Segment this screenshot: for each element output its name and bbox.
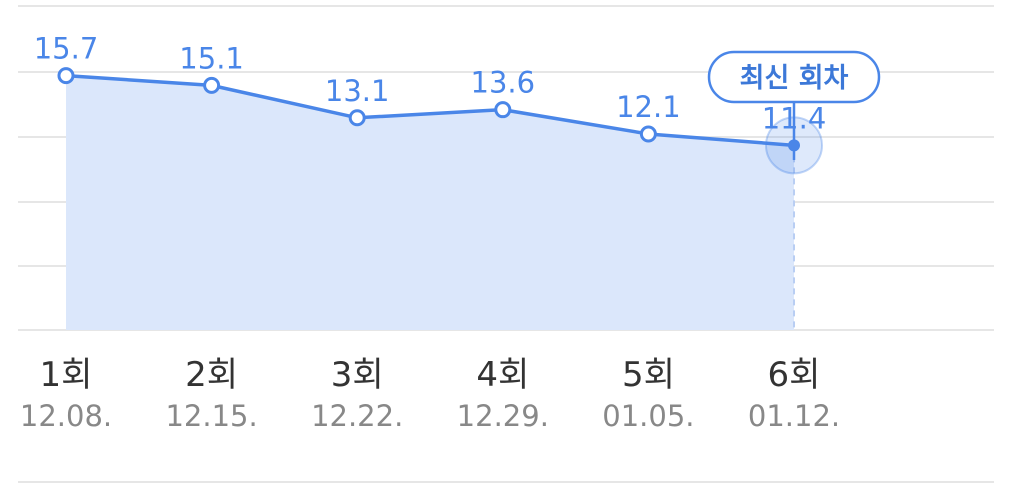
badge-box [707, 50, 881, 104]
x-tick-date: 12.15. [165, 399, 257, 433]
data-point [639, 125, 657, 143]
data-label: 12.1 [616, 90, 681, 124]
x-tick-label: 1회 [40, 355, 93, 395]
x-tick-label: 3회 [331, 355, 384, 395]
x-tick-date: 12.29. [457, 399, 549, 433]
data-label: 13.1 [325, 74, 390, 108]
data-label: 11.4 [762, 101, 827, 135]
data-point [494, 101, 512, 119]
data-label: 13.6 [471, 66, 536, 100]
x-tick-date: 01.05. [602, 399, 694, 433]
data-point [57, 67, 75, 85]
x-tick-label: 6회 [768, 355, 821, 395]
area-fill [66, 75, 794, 330]
data-label: 15.1 [179, 41, 244, 75]
data-label: 15.7 [34, 32, 99, 66]
x-tick-label: 5회 [622, 355, 675, 395]
data-point [788, 139, 800, 152]
x-tick-label: 2회 [185, 355, 238, 395]
badge-label: 최신 회차 [740, 63, 849, 94]
latest-episode-badge: 최신 회차 [707, 50, 881, 160]
x-tick-date: 01.12. [748, 399, 840, 433]
x-tick-date: 12.08. [20, 399, 112, 433]
data-point [203, 76, 221, 94]
data-point [348, 109, 366, 127]
series-line [65, 73, 795, 148]
x-tick-date: 12.22. [311, 399, 403, 433]
x-tick-label: 4회 [476, 355, 529, 395]
